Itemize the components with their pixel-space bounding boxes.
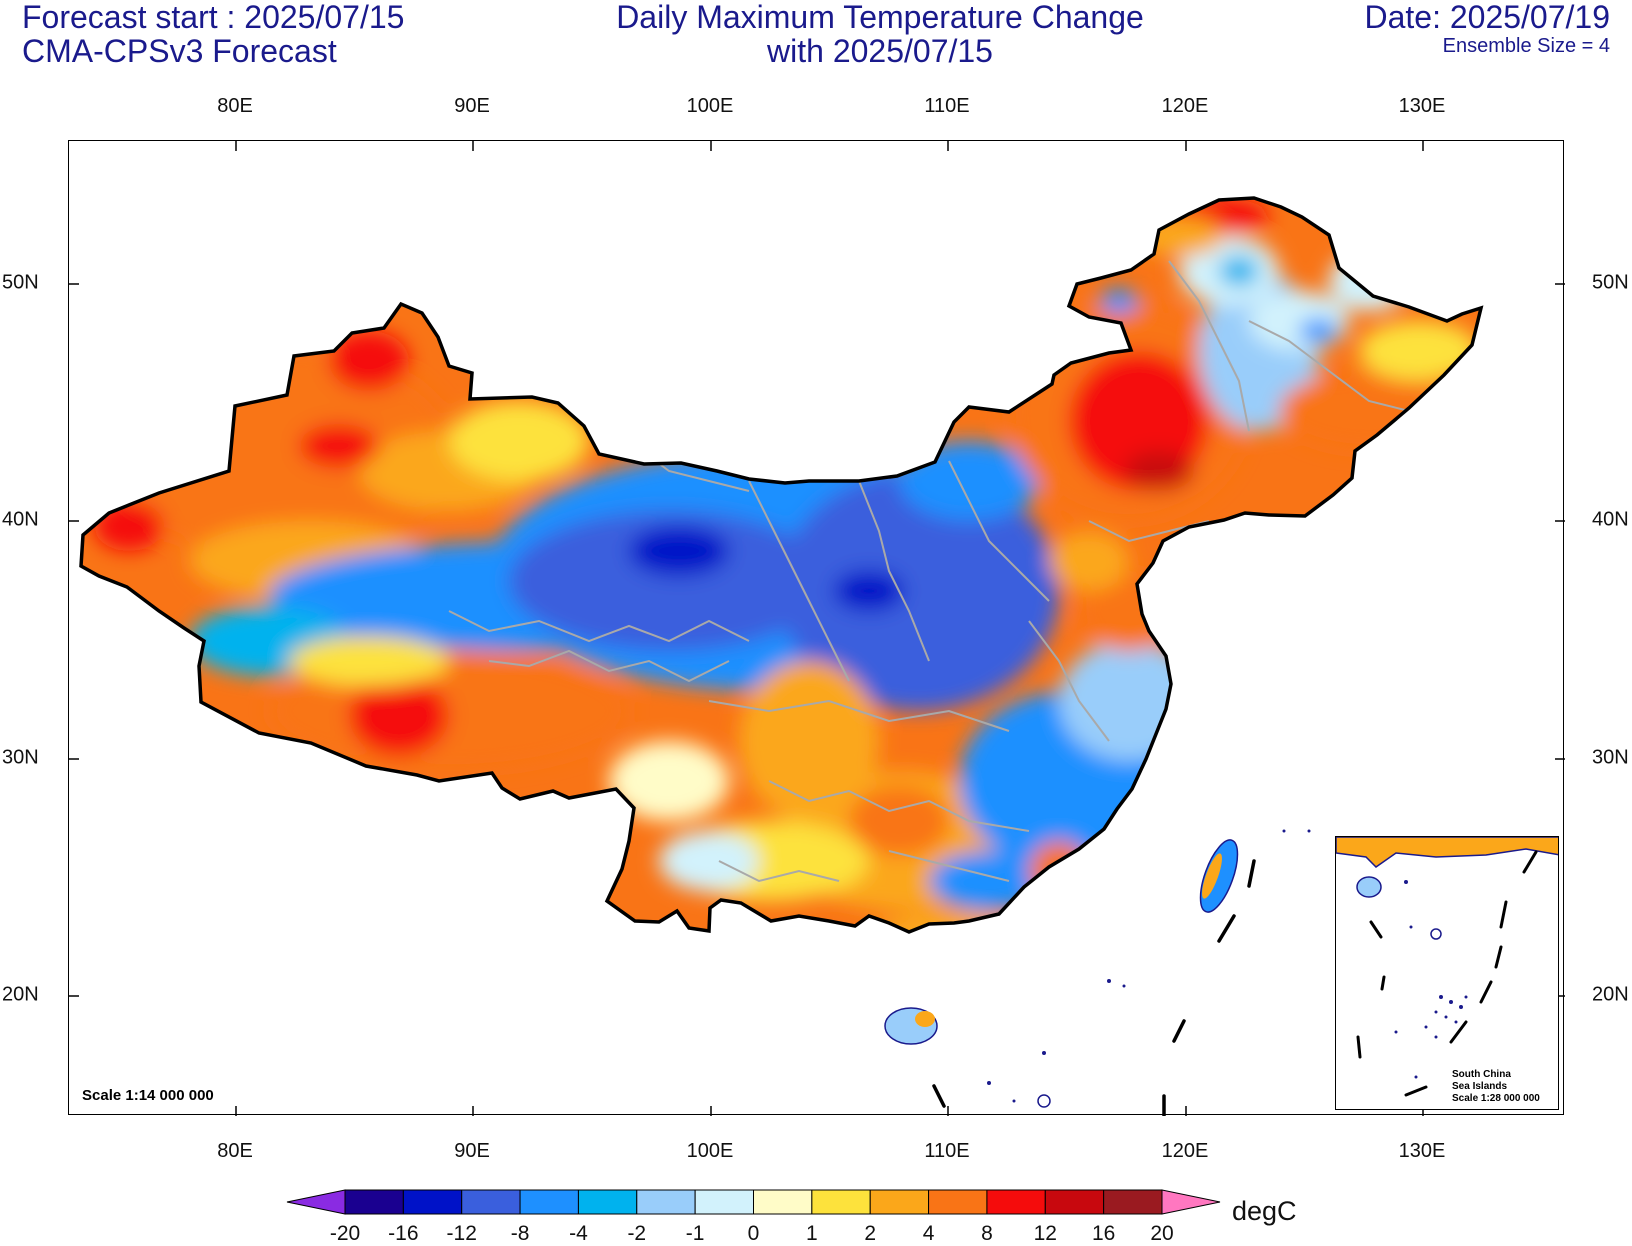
model-text: CMA-CPSv3 Forecast [22, 33, 337, 69]
dashed-boundary [932, 859, 1256, 1118]
colorbar-swatch [402, 1189, 463, 1215]
lon-label-top: 90E [454, 95, 490, 117]
lat-label-right: 20N [1592, 983, 1629, 1006]
colorbar-swatch [1044, 1189, 1105, 1215]
temperature-map [69, 141, 1565, 1118]
colorbar-swatch [519, 1189, 579, 1215]
lat-label-left: 30N [2, 746, 39, 769]
frame-ticks [69, 141, 1565, 1116]
lat-label-left: 40N [2, 508, 39, 531]
lon-label-top: 130E [1398, 95, 1446, 117]
lon-label-bottom: 90E [454, 1140, 490, 1162]
inset-coast [1336, 837, 1558, 868]
title-line-2: with 2025/07/15 [767, 33, 993, 69]
lat-label-left: 50N [2, 271, 39, 294]
ensemble-text: Ensemble Size = 4 [1442, 35, 1610, 57]
lat-label-left: 20N [2, 983, 39, 1006]
colorbar-swatch [694, 1189, 755, 1215]
lat-label-right: 40N [1592, 508, 1629, 531]
colorbar-swatch [636, 1189, 696, 1215]
lon-label-bottom: 80E [217, 1140, 253, 1162]
colorbar-label: -8 [510, 1222, 530, 1245]
colorbar-label: 8 [981, 1222, 993, 1245]
south-china-sea-inset: South China Sea Islands Scale 1:28 000 0… [1335, 836, 1559, 1110]
lon-label-bottom: 100E [686, 1140, 734, 1162]
hainan-warm-core [915, 1011, 935, 1027]
colorbar-swatch [811, 1189, 871, 1215]
title-line-1: Daily Maximum Temperature Change [616, 0, 1144, 35]
colorbar-swatch [344, 1189, 404, 1215]
inset-caption-line-3: Scale 1:28 000 000 [1452, 1093, 1540, 1104]
header-title: Daily Maximum Temperature Change with 20… [500, 0, 1260, 68]
province-boundaries [448, 260, 1410, 883]
date-text: Date: 2025/07/19 [1364, 0, 1610, 35]
colorbar [286, 1189, 1221, 1215]
header-right: Date: 2025/07/19 Ensemble Size = 4 [1364, 0, 1610, 58]
taiwan-warm-core [1202, 853, 1222, 899]
colorbar-label: -16 [388, 1222, 419, 1245]
lon-label-top: 110E [924, 95, 970, 117]
lon-label-bottom: 110E [924, 1140, 970, 1162]
colorbar-label: 2 [864, 1222, 877, 1245]
map-frame: Scale 1:14 000 000 [68, 140, 1565, 1118]
inset-map [1336, 837, 1558, 1097]
colorbar-swatch [1103, 1189, 1163, 1215]
inset-caption-line-2: Sea Islands [1452, 1081, 1508, 1092]
colorbar-label: -12 [446, 1222, 477, 1245]
colorbar-label: -4 [569, 1222, 588, 1245]
inset-islands [1394, 880, 1468, 1079]
colorbar-low-extend [286, 1189, 346, 1215]
lon-label-bottom: 120E [1161, 1140, 1209, 1162]
colorbar-swatch [869, 1189, 930, 1215]
colorbar-swatches [344, 1189, 1163, 1215]
colorbar-label: -1 [685, 1222, 705, 1245]
taiwan-island [1199, 839, 1239, 913]
lat-label-right: 50N [1592, 271, 1629, 294]
colorbar-high-extend [1161, 1189, 1221, 1215]
colorbar-swatch [753, 1189, 813, 1215]
inset-caption: South China Sea Islands Scale 1:28 000 0… [1452, 1069, 1540, 1105]
inset-dashed-boundary [1356, 850, 1538, 1097]
forecast-start-text: Forecast start : 2025/07/15 [22, 0, 405, 35]
lon-label-top: 100E [686, 95, 734, 117]
colorbar-label: -20 [329, 1222, 361, 1245]
colorbar-label: 12 [1033, 1222, 1057, 1245]
header-left: Forecast start : 2025/07/15 CMA-CPSv3 Fo… [22, 0, 404, 68]
colorbar-unit: degC [1232, 1196, 1297, 1226]
colorbar-swatch [986, 1189, 1046, 1215]
lon-label-top: 120E [1161, 95, 1209, 117]
colorbar-label: 1 [806, 1222, 818, 1245]
lon-label-top: 80E [217, 95, 253, 117]
colorbar-label: 20 [1150, 1222, 1174, 1245]
colorbar-label: -2 [627, 1222, 647, 1245]
colorbar-swatch [461, 1189, 521, 1215]
colorbar-swatch [577, 1189, 638, 1215]
inset-hainan [1356, 876, 1382, 898]
lat-label-right: 30N [1592, 746, 1629, 769]
colorbar-label: 4 [922, 1222, 935, 1245]
colorbar-label: 16 [1091, 1222, 1116, 1245]
colorbar-swatch [928, 1189, 988, 1215]
inset-caption-line-1: South China [1452, 1069, 1511, 1080]
lon-label-bottom: 130E [1398, 1140, 1446, 1162]
small-islands [987, 829, 1311, 1108]
map-scale-text: Scale 1:14 000 000 [82, 1087, 214, 1104]
colorbar-label: 0 [747, 1222, 760, 1245]
